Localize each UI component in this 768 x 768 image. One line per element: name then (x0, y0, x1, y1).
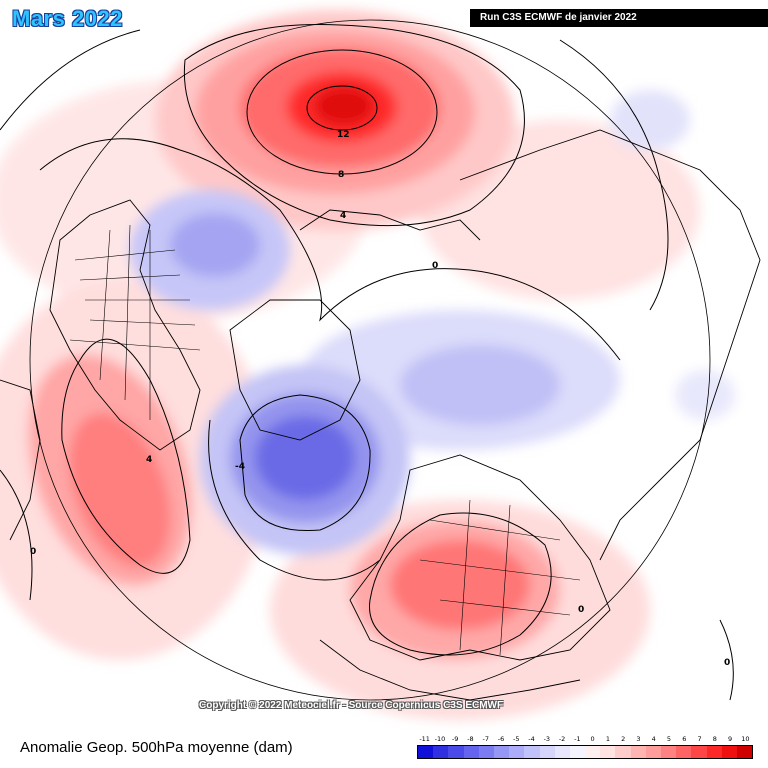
color-scale-ticks: -11 -10 -9 -8 -7 -6 -5 -4 -3 -2 -1 0 1 2 3 4 5 6 7 8 9 10 (417, 735, 753, 745)
contour-lines (0, 23, 734, 701)
color-scale-swatch (448, 746, 464, 758)
color-scale-swatch (493, 746, 510, 758)
color-scale-swatch (554, 746, 570, 758)
contour-label: 0 (432, 261, 438, 271)
contour-label: 0 (724, 658, 730, 668)
contour-label-group: 12 8 4 0 -4 4 0 0 0 (30, 130, 730, 668)
copyright-text: Copyright © 2022 Meteociel.fr - Source C… (199, 700, 504, 711)
color-scale-swatch (600, 746, 616, 758)
color-scale-tick-label: -4 (528, 735, 535, 743)
contour-label: -4 (235, 462, 245, 472)
color-scale-tick-label: -7 (482, 735, 489, 743)
contour-label: 0 (30, 547, 36, 557)
color-scale-swatch (463, 746, 479, 758)
contour-label: 12 (337, 130, 350, 140)
color-scale-swatch (691, 746, 707, 758)
color-scale-swatch (585, 746, 601, 758)
run-label: Run C3S ECMWF de janvier 2022 (470, 9, 768, 27)
color-scale-tick-label: -10 (434, 735, 446, 743)
color-scale-tick-label: -3 (543, 735, 551, 743)
color-scale-swatch (630, 746, 646, 758)
color-scale-swatch (676, 746, 692, 758)
color-scale-bar (417, 745, 753, 759)
color-scale-swatch (736, 746, 753, 758)
color-scale-tick-label: 0 (590, 735, 595, 743)
color-scale-tick-label: 1 (605, 735, 610, 743)
color-scale-tick-label: 9 (728, 735, 733, 743)
color-scale-swatch (721, 746, 737, 758)
map-title: Mars 2022 (12, 6, 123, 31)
contour-label: 0 (578, 605, 584, 615)
color-scale-swatch (433, 746, 449, 758)
color-scale-tick-label: -5 (513, 735, 520, 743)
color-scale-tick-label: -6 (497, 735, 505, 743)
color-scale-swatch (645, 746, 661, 758)
color-scale-swatch (509, 746, 525, 758)
color-scale-swatch (539, 746, 555, 758)
color-scale-tick-label: 7 (697, 735, 702, 743)
color-scale-swatch (706, 746, 722, 758)
color-scale-swatch (569, 746, 586, 758)
color-scale-tick-label: 2 (621, 735, 626, 743)
color-scale-tick-label: -9 (451, 735, 459, 743)
color-scale-swatch (478, 746, 494, 758)
color-scale-tick-label: 6 (682, 735, 687, 743)
color-scale-tick-label: 10 (741, 735, 750, 743)
color-scale-swatch (615, 746, 631, 758)
contour-label: 4 (146, 455, 152, 465)
projection-outline (29, 19, 711, 701)
contour-label: 4 (340, 211, 346, 221)
color-scale-tick-label: 3 (636, 735, 641, 743)
color-scale-tick-label: 5 (666, 735, 672, 743)
color-scale-tick-label: -2 (558, 735, 566, 743)
color-scale-tick-label: -8 (467, 735, 474, 743)
color-scale: -11 -10 -9 -8 -7 -6 -5 -4 -3 -2 -1 0 1 2 3 4 5 6 7 8 9 10 (417, 735, 753, 759)
map-caption: Anomalie Geop. 500hPa moyenne (dam) (20, 739, 293, 756)
contour-label: 8 (338, 170, 344, 180)
color-scale-tick-label: -11 (419, 735, 430, 743)
color-scale-swatch (661, 746, 677, 758)
color-scale-swatch (418, 746, 434, 758)
color-scale-tick-label: -1 (574, 735, 581, 743)
color-scale-tick-label: 8 (712, 735, 717, 743)
color-scale-swatch (524, 746, 540, 758)
color-scale-tick-label: 4 (651, 735, 656, 743)
negative-anomaly-shading (130, 90, 735, 555)
country-borders (69, 224, 581, 656)
